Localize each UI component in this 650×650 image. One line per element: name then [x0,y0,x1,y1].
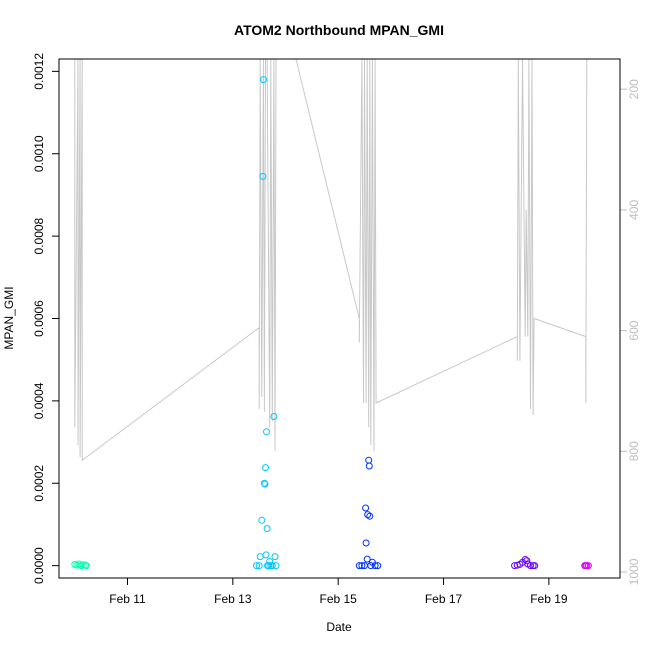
data-point [268,562,276,570]
x-tick-label: Feb 15 [320,592,358,606]
data-point [584,562,592,570]
data-point [259,76,267,84]
data-point [358,562,366,570]
data-point [260,479,268,487]
y-axis-label: MPAN_GMI [2,286,16,349]
right-tick-label: 800 [627,441,641,461]
x-tick-label: Feb 11 [109,592,146,606]
data-point [253,562,260,570]
data-point [367,562,375,570]
data-point [523,557,531,565]
data-point [261,480,269,488]
data-point [371,562,379,570]
data-point [262,464,269,472]
data-point [270,413,278,420]
y-tick-label: 0.0000 [32,547,46,584]
data-point [255,562,263,570]
chart-title: ATOM2 Northbound MPAN_GMI [234,22,444,38]
data-point [262,551,270,559]
data-point [362,504,370,512]
altitude-line-layer [74,58,588,462]
data-point [362,539,370,547]
data-point [365,456,373,464]
data-point [265,562,273,570]
altitude-line [74,58,588,462]
data-point [527,562,534,570]
data-point [272,562,280,570]
data-point [82,562,90,570]
data-point [531,562,539,570]
plot-frame [58,58,621,579]
data-points-layer [71,76,592,570]
right-tick-label: 1000 [627,558,641,585]
data-point [366,512,374,520]
data-point [258,516,266,524]
data-point [364,511,372,519]
data-point [259,172,267,180]
right-tick-label: 600 [627,320,641,340]
data-point [374,562,382,570]
y-tick-label: 0.0004 [32,382,46,419]
y-tick-label: 0.0008 [32,217,46,254]
data-point [271,553,279,561]
x-tick-label: Feb 13 [214,592,252,606]
data-point [75,560,83,568]
data-point [263,525,271,533]
data-point [363,555,371,563]
right-tick-label: 200 [627,79,641,99]
x-tick-label: Feb 19 [530,592,568,606]
axes-layer: Feb 11 Feb 13 Feb 15 Feb 17 Feb 19 0.0000 0.00… [32,53,641,606]
y-tick-label: 0.0012 [32,53,46,90]
data-point [263,428,270,436]
data-point [365,462,373,470]
y-tick-label: 0.0006 [32,300,46,337]
data-point [355,562,363,570]
y-tick-label: 0.0002 [32,465,46,502]
y-tick-label: 0.0010 [32,135,46,172]
data-point [256,553,264,561]
data-point [511,562,519,570]
x-tick-label: Feb 17 [425,592,463,606]
x-axis-label: Date [326,620,352,634]
right-tick-label: 400 [627,200,641,220]
